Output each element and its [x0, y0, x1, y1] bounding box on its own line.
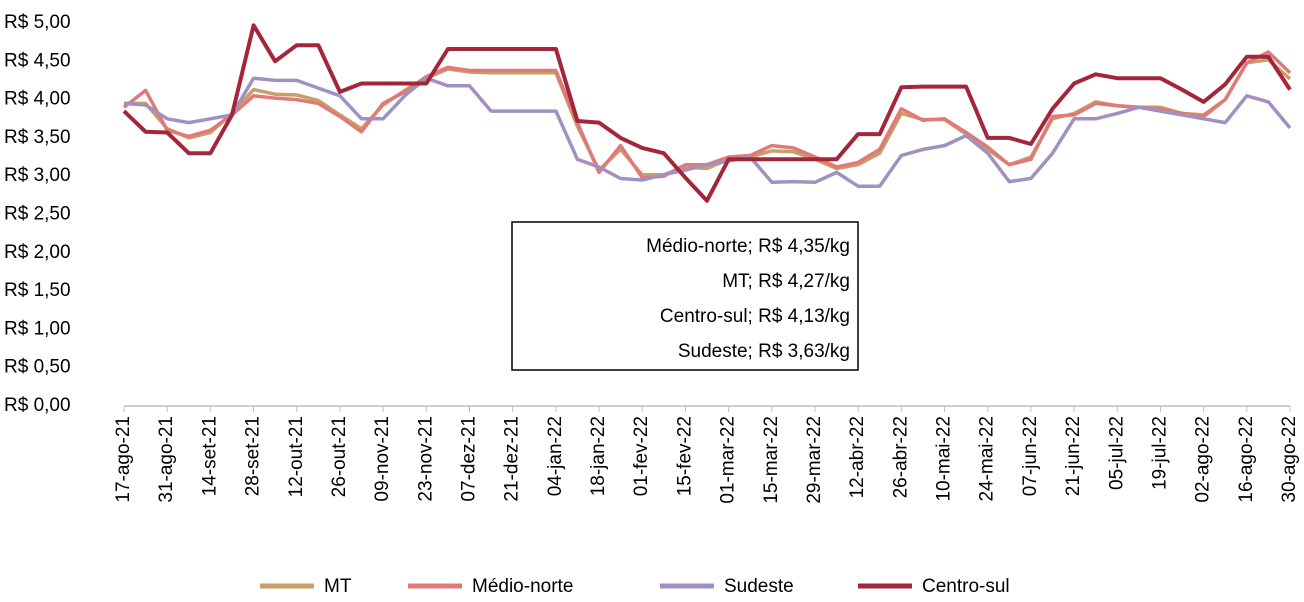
y-tick-label: R$ 2,00 — [4, 242, 71, 263]
x-tick-label: 17-ago-21 — [113, 416, 134, 503]
x-tick-label: 05-jul-22 — [1106, 416, 1127, 490]
x-tick-label: 18-jan-22 — [588, 416, 609, 496]
y-tick-label: R$ 3,50 — [4, 127, 71, 148]
legend-label: Sudeste — [724, 576, 794, 597]
x-tick-label: 15-mar-22 — [761, 416, 782, 504]
x-tick-label: 07-dez-21 — [458, 416, 479, 502]
x-tick-label: 31-ago-21 — [156, 416, 177, 503]
series-line — [122, 23, 1292, 203]
x-tick-label: 16-ago-22 — [1236, 416, 1257, 503]
x-tick-label: 12-abr-22 — [847, 416, 868, 498]
x-tick-label: 09-nov-21 — [372, 416, 393, 502]
x-tick-label: 01-fev-22 — [631, 416, 652, 496]
annotation-text: MT; R$ 4,27/kg — [722, 271, 850, 292]
legend-label: Centro-sul — [922, 576, 1010, 597]
y-tick-label: R$ 5,00 — [4, 12, 71, 33]
x-tick-label: 12-out-21 — [286, 416, 307, 497]
x-tick-label: 10-mai-22 — [934, 416, 955, 502]
x-tick-label: 21-dez-21 — [502, 416, 523, 502]
y-tick-label: R$ 0,50 — [4, 357, 71, 378]
annotation-box — [511, 221, 859, 371]
x-tick-label: 29-mar-22 — [804, 416, 825, 504]
x-tick-label: 28-set-21 — [243, 416, 264, 496]
y-tick-label: R$ 1,00 — [4, 318, 71, 339]
x-tick-label: 26-abr-22 — [890, 416, 911, 498]
annotation-text: Sudeste; R$ 3,63/kg — [678, 341, 850, 362]
series-line — [123, 76, 1292, 188]
legend-label: MT — [324, 576, 352, 597]
y-tick-label: R$ 1,50 — [4, 280, 71, 301]
y-tick-label: R$ 2,50 — [4, 204, 71, 225]
x-tick-label: 02-ago-22 — [1193, 416, 1214, 503]
x-tick-label: 01-mar-22 — [718, 416, 739, 504]
legend-label: Médio-norte — [472, 576, 573, 597]
x-tick-label: 14-set-21 — [199, 416, 220, 496]
x-tick-label: 23-nov-21 — [415, 416, 436, 502]
x-tick-label: 26-out-21 — [329, 416, 350, 497]
y-tick-label: R$ 4,50 — [4, 50, 71, 71]
annotation-text: Centro-sul; R$ 4,13/kg — [660, 306, 850, 327]
x-tick-label: 21-jun-22 — [1063, 416, 1084, 496]
annotation-text: Médio-norte; R$ 4,35/kg — [646, 236, 850, 257]
y-tick-label: R$ 4,00 — [4, 89, 71, 110]
y-tick-label: R$ 0,00 — [4, 395, 71, 416]
x-tick-label: 04-jan-22 — [545, 416, 566, 496]
x-tick-label: 15-fev-22 — [674, 416, 695, 496]
x-tick-label: 24-mai-22 — [977, 416, 998, 502]
x-tick-label: 19-jul-22 — [1149, 416, 1170, 490]
x-tick-label: 07-jun-22 — [1020, 416, 1041, 496]
x-tick-label: 30-ago-22 — [1279, 416, 1300, 503]
y-tick-label: R$ 3,00 — [4, 165, 71, 186]
